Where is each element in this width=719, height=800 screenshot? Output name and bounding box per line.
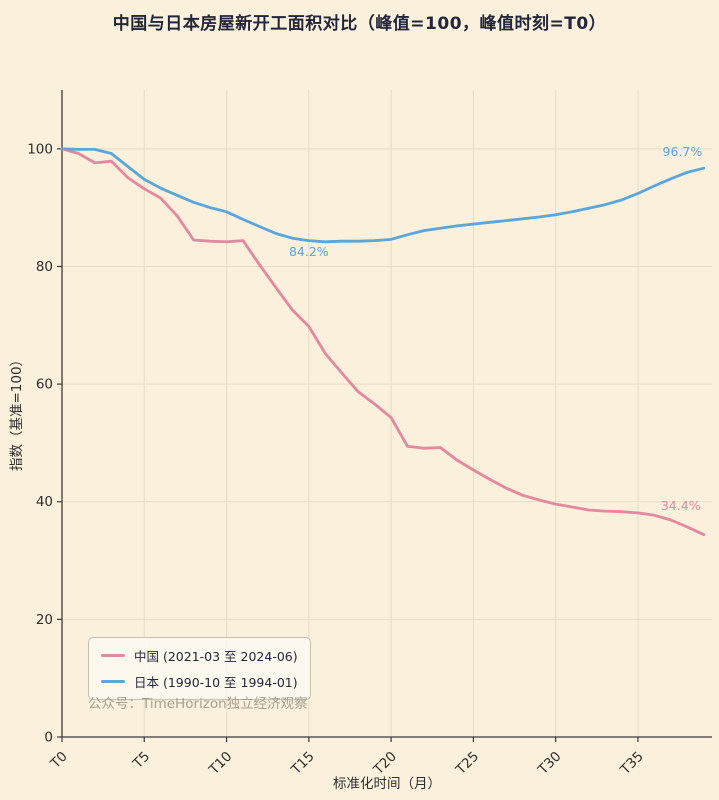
legend-item-japan: 日本 (1990-10 至 1994-01) (101, 672, 298, 691)
legend-label-japan: 日本 (1990-10 至 1994-01) (134, 675, 298, 690)
y-tick-labels: 0 20 40 60 80 100 (27, 141, 62, 746)
chart-legend: 中国 (2021-03 至 2024-06) 日本 (1990-10 至 199… (88, 637, 311, 700)
x-tick-label: T5 (129, 749, 153, 773)
x-tick-label: T0 (47, 749, 71, 773)
x-tick-label: T10 (205, 749, 235, 779)
japan-series-line (60, 147, 706, 244)
x-tick-label: T25 (452, 749, 482, 779)
y-tick-label: 100 (27, 141, 53, 157)
chart-title: 中国与日本房屋新开工面积对比（峰值=100，峰值时刻=T0） (112, 14, 607, 34)
x-tick-label: T15 (288, 749, 318, 779)
x-tick-label: T35 (617, 749, 647, 779)
value-annotation: 34.4% (661, 498, 701, 513)
legend-item-china: 中国 (2021-03 至 2024-06) (101, 646, 298, 665)
annotations: 84.2% 96.7% 34.4% (289, 144, 702, 513)
gridlines (62, 90, 712, 738)
japan-line-swatch (101, 680, 125, 683)
value-annotation: 84.2% (289, 244, 329, 259)
legend-label-china: 中国 (2021-03 至 2024-06) (134, 649, 298, 664)
china-line-swatch (101, 654, 125, 657)
y-axis-label: 指数（基准=100） (9, 352, 25, 472)
axes (61, 90, 712, 738)
china-series-line (60, 147, 706, 537)
value-annotation: 96.7% (663, 144, 703, 159)
y-tick-label: 40 (36, 494, 53, 510)
y-tick-label: 80 (36, 259, 53, 275)
x-axis-label: 标准化时间（月） (333, 776, 441, 792)
x-tick-label: T30 (534, 749, 564, 779)
y-tick-label: 20 (36, 612, 53, 628)
y-tick-label: 60 (36, 377, 53, 393)
y-tick-label: 0 (44, 730, 53, 746)
watermark-text: 公众号：TimeHorizon独立经济观察 (88, 696, 308, 712)
